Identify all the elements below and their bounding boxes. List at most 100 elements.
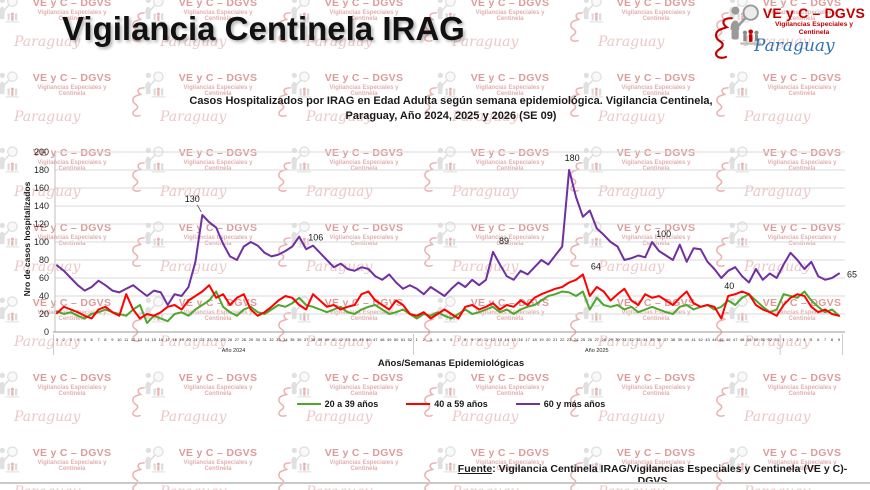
magnifier-person-icon [433,371,459,401]
svg-text:25: 25 [581,337,586,342]
svg-text:29: 29 [249,337,254,342]
watermark-sub1: Vigilancias Especiales y [621,85,691,91]
watermark-org: VE y C – DGVS [324,447,404,459]
paraguay-map-icon [0,385,4,419]
data-label-89: 89 [499,236,509,246]
magnifier-person-icon [141,371,167,401]
watermark-org: VE y C – DGVS [324,72,404,84]
svg-text:51: 51 [761,337,766,342]
svg-text:31: 31 [262,337,267,342]
year-group-label: Año 2025 [585,348,609,354]
svg-text:24: 24 [574,337,579,342]
logo-subtitle-2: Centinela [798,29,830,36]
watermark-sub2: Centinela [496,16,524,22]
svg-text:9: 9 [838,337,841,342]
svg-text:27: 27 [595,337,600,342]
svg-text:14: 14 [505,337,510,342]
svg-text:35: 35 [650,337,655,342]
chart-title-line2: Paraguay, Año 2024, 2025 y 2026 (SE 09) [345,110,557,122]
svg-text:6: 6 [817,337,820,342]
x-axis-title: Años/Semanas Epidemiológicas [377,358,525,369]
watermark-sub2: Centinela [204,466,232,472]
svg-text:140: 140 [34,201,49,211]
watermark-sub2: Centinela [58,391,86,397]
watermark-sub1: Vigilancias Especiales y [621,385,691,391]
paraguay-map-icon [0,460,4,490]
svg-text:1: 1 [56,337,59,342]
svg-text:26: 26 [588,337,593,342]
svg-text:13: 13 [498,337,503,342]
svg-text:7: 7 [824,337,827,342]
chart-title: Casos Hospitalizados por IRAG en Edad Ad… [32,94,870,124]
watermark-sub2: Centinela [204,391,232,397]
svg-text:43: 43 [345,337,350,342]
svg-text:30: 30 [255,337,260,342]
paraguay-map-icon [276,460,296,490]
svg-text:26: 26 [228,337,233,342]
watermark-org: VE y C – DGVS [470,0,550,9]
svg-text:44: 44 [712,337,717,342]
data-label-100: 100 [656,229,671,239]
watermark-org: VE y C – DGVS [178,72,258,84]
svg-text:41: 41 [691,337,696,342]
watermark-org: VE y C – DGVS [470,447,550,459]
svg-text:6: 6 [90,337,93,342]
org-logo: VE y C – DGVS Vigilancias Especiales y C… [696,3,866,67]
watermark-country: Paraguay [14,484,80,490]
watermark-org: VE y C – DGVS [178,0,258,9]
magnifier-person-icon [0,0,21,26]
svg-text:47: 47 [373,337,378,342]
svg-text:23: 23 [567,337,572,342]
watermark-country: Paraguay [306,484,372,490]
watermark-country: Paraguay [160,484,226,490]
svg-text:28: 28 [242,337,247,342]
svg-text:36: 36 [657,337,662,342]
svg-text:8: 8 [464,337,467,342]
legend-swatch-0 [296,402,321,406]
source-label: Fuente [457,463,493,475]
svg-text:4: 4 [77,337,80,342]
svg-text:45: 45 [359,337,364,342]
legend-item-2: 60 y más años [515,399,605,409]
y-axis-tick-labels: 0 20 40 60 80 100 120 140 160 180 200 [34,147,49,337]
svg-text:200: 200 [34,147,49,157]
watermark-sub1: Vigilancias Especiales y [329,460,399,466]
svg-text:42: 42 [698,337,703,342]
svg-text:27: 27 [235,337,240,342]
watermark-org: VE y C – DGVS [32,72,112,84]
watermark-org: VE y C – DGVS [762,72,842,84]
chart-legend: 20 a 39 años 40 a 59 años 60 y más años [32,399,870,409]
data-label-130: 130 [185,194,200,204]
page-title: Vigilancia Centinela IRAG [62,10,465,47]
data-labels: 130 106 89 180 64 100 40 65 [185,153,857,291]
svg-text:49: 49 [387,337,392,342]
watermark-org: VE y C – DGVS [324,0,404,9]
svg-text:7: 7 [97,337,100,342]
svg-text:39: 39 [318,337,323,342]
svg-text:31: 31 [622,337,627,342]
svg-text:32: 32 [269,337,274,342]
watermark-country: Paraguay [452,409,519,425]
svg-text:37: 37 [304,337,309,342]
svg-text:37: 37 [664,337,669,342]
magnifier-person-icon [579,0,605,26]
svg-text:6: 6 [450,337,453,342]
watermark-org: VE y C – DGVS [616,447,696,459]
year-group-label: Año 2024 [222,348,246,354]
svg-text:100: 100 [34,237,49,247]
watermark-country: Paraguay [160,409,227,425]
watermark-org: VE y C – DGVS [32,447,112,459]
svg-text:36: 36 [297,337,302,342]
svg-text:23: 23 [207,337,212,342]
watermark-sub2: Centinela [642,391,670,397]
svg-text:16: 16 [518,337,523,342]
svg-text:13: 13 [138,337,143,342]
svg-text:28: 28 [601,337,606,342]
svg-text:7: 7 [457,337,460,342]
x-axis-tick-labels: 1 2 3 4 5 6 7 8 9 10 11 12 13 14 15 16 17 18 19 20 21 22 23 24 2… [53,334,843,355]
watermark-sub1: Vigilancias Especiales y [37,85,107,91]
svg-text:1: 1 [416,337,419,342]
svg-text:9: 9 [471,337,474,342]
svg-text:32: 32 [629,337,634,342]
watermark-sub1: Vigilancias Especiales y [37,460,107,466]
